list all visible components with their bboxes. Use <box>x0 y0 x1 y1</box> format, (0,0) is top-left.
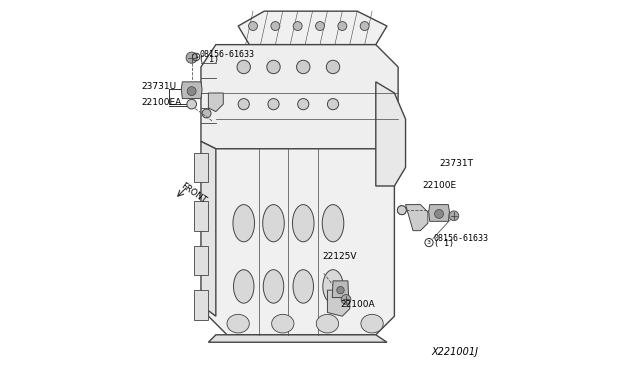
Circle shape <box>338 22 347 31</box>
Circle shape <box>296 60 310 74</box>
Text: ( 1): ( 1) <box>434 239 454 248</box>
Polygon shape <box>193 201 209 231</box>
Circle shape <box>293 22 302 31</box>
Ellipse shape <box>316 314 339 333</box>
Ellipse shape <box>227 314 250 333</box>
Circle shape <box>397 206 406 215</box>
Text: 22100EA: 22100EA <box>141 98 182 107</box>
Text: 08156-61633: 08156-61633 <box>199 49 254 58</box>
Text: 1: 1 <box>194 54 198 60</box>
Polygon shape <box>209 93 223 112</box>
Polygon shape <box>193 246 209 275</box>
Ellipse shape <box>322 205 344 242</box>
Circle shape <box>271 22 280 31</box>
Polygon shape <box>376 82 406 186</box>
Circle shape <box>360 22 369 31</box>
Circle shape <box>238 99 250 110</box>
Circle shape <box>237 60 250 74</box>
Ellipse shape <box>262 205 284 242</box>
Polygon shape <box>209 335 387 342</box>
Polygon shape <box>238 11 387 45</box>
Polygon shape <box>193 290 209 320</box>
Circle shape <box>202 109 211 118</box>
Circle shape <box>267 60 280 74</box>
Polygon shape <box>429 205 449 221</box>
Ellipse shape <box>271 314 294 333</box>
Circle shape <box>328 99 339 110</box>
Circle shape <box>337 286 344 294</box>
Circle shape <box>186 52 197 63</box>
Text: X221001J: X221001J <box>431 347 479 357</box>
Ellipse shape <box>361 314 383 333</box>
Circle shape <box>187 87 196 96</box>
Circle shape <box>298 99 309 110</box>
Polygon shape <box>328 290 349 316</box>
Circle shape <box>187 99 196 109</box>
Text: FRONT: FRONT <box>179 181 207 205</box>
Circle shape <box>341 295 351 304</box>
Polygon shape <box>201 45 398 149</box>
Text: ( 1): ( 1) <box>199 55 219 64</box>
Ellipse shape <box>234 270 254 303</box>
Text: 23731T: 23731T <box>439 158 473 167</box>
Polygon shape <box>193 153 209 182</box>
Polygon shape <box>201 141 216 316</box>
Text: 08156-61633: 08156-61633 <box>434 234 489 243</box>
Polygon shape <box>406 205 428 231</box>
Circle shape <box>397 206 406 215</box>
Text: 3: 3 <box>427 240 431 245</box>
Ellipse shape <box>323 270 343 303</box>
Circle shape <box>326 60 340 74</box>
Text: 22100A: 22100A <box>340 300 375 309</box>
Circle shape <box>435 209 444 218</box>
Ellipse shape <box>263 270 284 303</box>
Circle shape <box>316 22 324 31</box>
Ellipse shape <box>292 205 314 242</box>
Polygon shape <box>209 149 394 335</box>
Circle shape <box>248 22 257 31</box>
Circle shape <box>449 211 459 221</box>
Polygon shape <box>332 281 349 298</box>
Circle shape <box>268 99 279 110</box>
Ellipse shape <box>293 270 314 303</box>
Polygon shape <box>181 82 202 99</box>
Text: 22125V: 22125V <box>322 252 356 261</box>
Text: 22100E: 22100E <box>422 181 456 190</box>
Ellipse shape <box>233 205 255 242</box>
Text: 23731U: 23731U <box>141 81 177 90</box>
